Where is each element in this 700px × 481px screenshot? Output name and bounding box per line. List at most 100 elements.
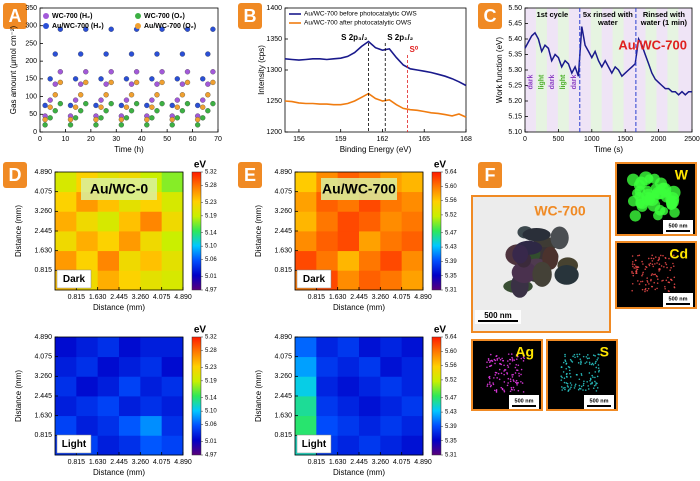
x-tick-label: 1.630: [89, 459, 107, 466]
element-signal: [578, 378, 581, 381]
element-signal: [673, 283, 676, 285]
data-point: [47, 97, 53, 103]
element-signal: [588, 372, 591, 374]
data-point: [149, 104, 155, 110]
element-signal: [511, 376, 514, 378]
element-signal: [588, 363, 591, 365]
element-signal: [593, 384, 596, 387]
data-point: [93, 116, 99, 123]
element-signal: [633, 263, 636, 266]
heatmap-cell: [161, 435, 184, 456]
colorbar-tick-label: 5.35: [445, 438, 457, 444]
data-point: [98, 115, 104, 121]
element-signal: [586, 381, 588, 383]
phase-label: dark: [527, 75, 534, 90]
element-signal: [642, 263, 644, 265]
element-signal: [586, 357, 589, 360]
element-signal: [514, 381, 517, 384]
colorbar-title: eV: [194, 160, 207, 171]
element-signal: [491, 360, 494, 362]
element-signal: [589, 379, 591, 382]
element-label: Ag: [515, 344, 534, 360]
phase-label: dark: [549, 75, 556, 90]
y-tick-label: 0.815: [34, 432, 52, 439]
element-signal: [509, 378, 512, 381]
heatmap-cell: [97, 211, 120, 232]
element-signal: [494, 374, 497, 376]
heatmap-cell: [337, 435, 360, 456]
panel-letter: F: [485, 165, 496, 185]
element-signal: [587, 385, 589, 387]
data-point: [83, 69, 89, 75]
heatmap-cell: [97, 396, 120, 417]
element-signal: [668, 257, 670, 260]
y-tick-label: 5.45: [508, 20, 522, 27]
element-signal: [487, 359, 490, 362]
heatmap-cell: [161, 231, 184, 252]
phase-label: dark: [571, 75, 578, 90]
data-point: [78, 81, 84, 87]
y-tick-label: 2.445: [34, 393, 52, 400]
y-tick-label: 3.260: [34, 208, 52, 215]
element-signal: [507, 360, 509, 362]
element-signal: [511, 356, 513, 359]
data-point: [174, 104, 180, 110]
heatmap-cell: [401, 435, 424, 456]
x-tick-label: 4.890: [414, 294, 432, 301]
element-signal: [510, 353, 513, 355]
element-signal: [565, 367, 568, 370]
x-tick-label: 156: [293, 136, 305, 143]
element-signal: [644, 290, 646, 293]
element-signal: [486, 361, 488, 363]
heatmap-cell: [380, 270, 403, 291]
colorbar-tick-label: 5.19: [205, 378, 217, 384]
element-signal: [652, 265, 655, 268]
element-signal: [665, 279, 668, 282]
x-tick-label: 2.445: [350, 294, 368, 301]
phase-band: [579, 8, 591, 132]
x-axis-title: Time (h): [114, 145, 144, 154]
x-tick-label: 2.445: [110, 459, 128, 466]
element-signal: [592, 376, 594, 378]
element-signal: [498, 378, 501, 381]
heatmap-cell: [97, 231, 120, 252]
x-axis-title: Binding Energy (eV): [340, 145, 412, 154]
element-signal: [595, 384, 597, 386]
element-signal: [503, 390, 506, 393]
element-signal: [496, 359, 499, 361]
element-signal: [645, 265, 647, 268]
element-signal: [522, 353, 525, 355]
element-signal: [594, 380, 596, 383]
data-point: [103, 108, 109, 114]
element-signal: [493, 358, 496, 361]
element-signal: [579, 363, 582, 365]
element-signal: [656, 287, 658, 290]
segment-label: 5x rinsed with water: [582, 10, 633, 28]
element-signal: [575, 373, 578, 376]
peak-label: S⁰: [410, 45, 419, 54]
element-signal: [562, 371, 565, 373]
element-signal: [643, 185, 652, 195]
data-point: [83, 26, 89, 32]
element-signal: [564, 353, 566, 356]
map-title-box: [81, 178, 157, 200]
data-point: [195, 116, 201, 123]
colorbar-tick-label: 5.14: [205, 395, 217, 401]
element-signal: [596, 359, 599, 361]
element-signal: [486, 383, 489, 386]
data-point: [210, 26, 216, 32]
segment-label: Rinsed with water (1 min): [640, 10, 688, 28]
element-signal: [580, 361, 582, 364]
panel-letter: A: [9, 6, 22, 26]
element-signal: [564, 355, 566, 358]
colorbar-tick-label: 5.52: [445, 212, 457, 218]
element-signal: [651, 260, 654, 262]
element-signal: [582, 389, 584, 391]
element-signal: [637, 254, 639, 257]
y-tick-label: 3.260: [274, 373, 292, 380]
data-point: [174, 97, 180, 103]
element-signal: [561, 389, 563, 391]
element-signal: [578, 384, 581, 387]
element-signal: [507, 366, 510, 368]
